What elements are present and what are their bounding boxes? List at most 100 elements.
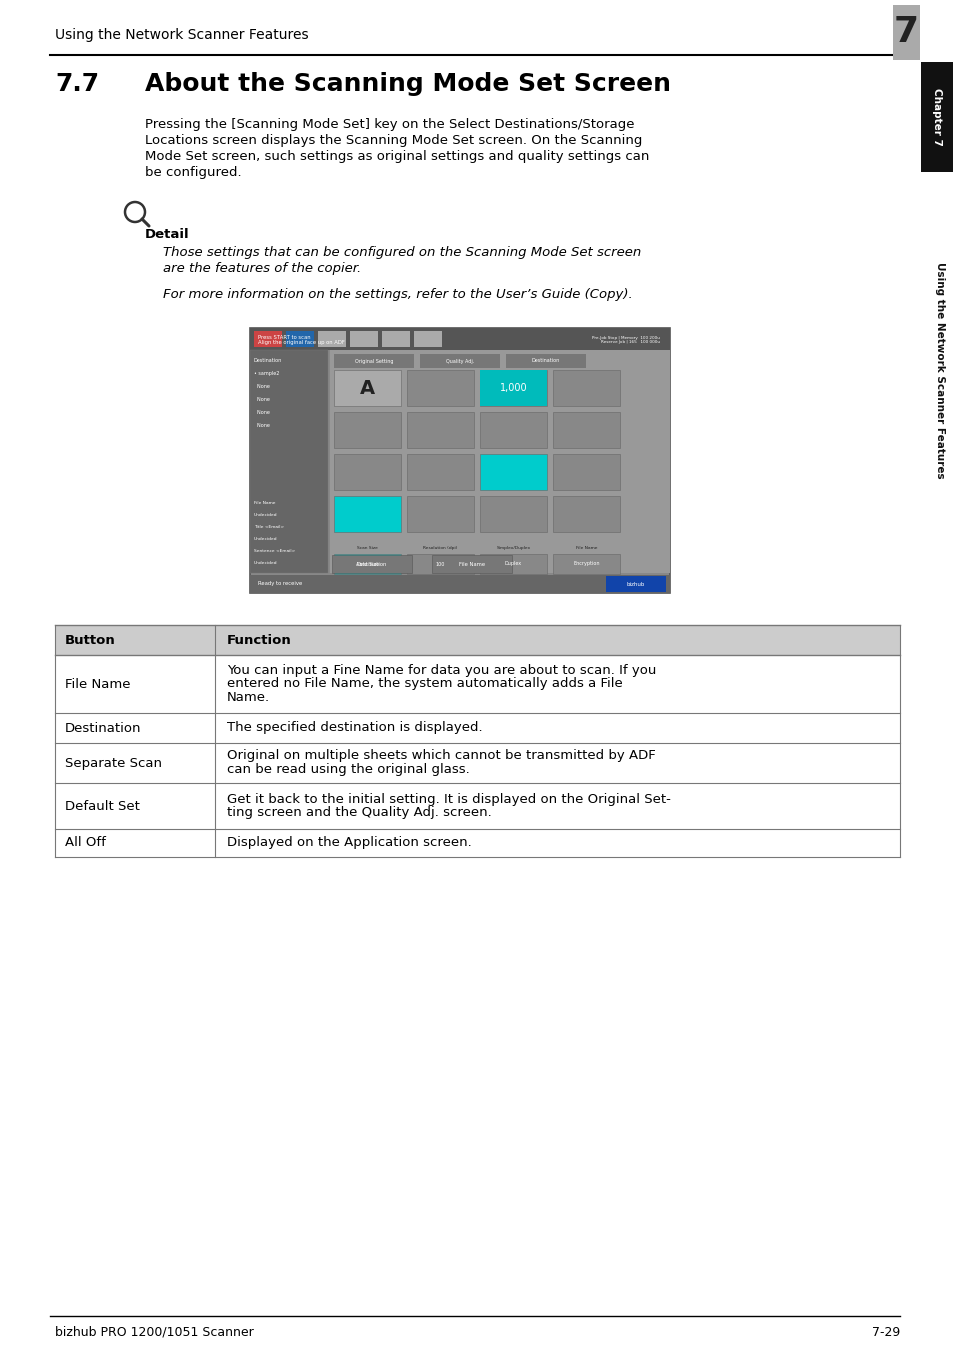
- Text: 100: 100: [436, 561, 445, 566]
- Text: Destination: Destination: [356, 561, 387, 566]
- Bar: [286, 331, 314, 347]
- Bar: [55, 654, 899, 713]
- Text: None: None: [253, 410, 270, 415]
- Bar: [479, 370, 546, 406]
- Bar: [350, 331, 377, 347]
- Bar: [55, 783, 899, 829]
- Text: bizhub PRO 1200/1051 Scanner: bizhub PRO 1200/1051 Scanner: [55, 1325, 253, 1338]
- Text: Sentence <Email>: Sentence <Email>: [253, 549, 294, 553]
- Text: Pressing the [Scanning Mode Set] key on the Select Destinations/Storage: Pressing the [Scanning Mode Set] key on …: [145, 118, 634, 131]
- Text: 7-29: 7-29: [871, 1325, 899, 1338]
- Text: Original on multiple sheets which cannot be transmitted by ADF: Original on multiple sheets which cannot…: [227, 749, 655, 763]
- Text: Mode Set screen, such settings as original settings and quality settings can: Mode Set screen, such settings as origin…: [145, 150, 649, 164]
- Bar: [553, 370, 619, 406]
- Bar: [419, 354, 499, 368]
- Bar: [892, 5, 919, 59]
- Text: Locations screen displays the Scanning Mode Set screen. On the Scanning: Locations screen displays the Scanning M…: [145, 134, 641, 147]
- Text: File Name: File Name: [65, 677, 131, 691]
- Text: be configured.: be configured.: [145, 166, 241, 178]
- Text: Separate Scan: Separate Scan: [65, 757, 162, 769]
- Text: Encryption: Encryption: [573, 561, 599, 566]
- Text: Duplex: Duplex: [504, 561, 521, 566]
- Text: Displayed on the Application screen.: Displayed on the Application screen.: [227, 837, 471, 849]
- Bar: [55, 713, 899, 744]
- Bar: [55, 829, 899, 857]
- Bar: [553, 554, 619, 575]
- Text: None: None: [253, 384, 270, 389]
- Text: Using the Network Scanner Features: Using the Network Scanner Features: [934, 262, 944, 479]
- Bar: [334, 454, 400, 489]
- Text: Detail: Detail: [145, 228, 190, 241]
- Bar: [381, 331, 410, 347]
- Text: Press START to scan
Align the original face up on ADF: Press START to scan Align the original f…: [257, 334, 345, 345]
- Bar: [334, 496, 400, 531]
- Text: are the features of the copier.: are the features of the copier.: [163, 262, 361, 274]
- Text: Name.: Name.: [227, 691, 270, 704]
- Text: Function: Function: [227, 634, 292, 646]
- Text: Destination: Destination: [253, 358, 282, 362]
- Bar: [250, 329, 669, 594]
- Text: Undecided: Undecided: [253, 537, 277, 541]
- Text: About the Scanning Mode Set Screen: About the Scanning Mode Set Screen: [145, 72, 670, 96]
- Text: Undecided: Undecided: [253, 512, 277, 516]
- Text: Original Setting: Original Setting: [355, 358, 393, 364]
- Text: Resolution (dpi): Resolution (dpi): [423, 546, 457, 550]
- Bar: [920, 62, 953, 172]
- Text: ting screen and the Quality Adj. screen.: ting screen and the Quality Adj. screen.: [227, 806, 491, 819]
- Bar: [479, 496, 546, 531]
- Bar: [250, 350, 328, 573]
- Text: For more information on the settings, refer to the User’s Guide (Copy).: For more information on the settings, re…: [163, 288, 632, 301]
- Bar: [334, 412, 400, 448]
- Bar: [55, 744, 899, 783]
- Text: 7.7: 7.7: [55, 72, 99, 96]
- Text: File Name: File Name: [253, 502, 275, 506]
- Text: Pre-Job Stop | Memory  100 200u
Reserve Job | 165   100 000u: Pre-Job Stop | Memory 100 200u Reserve J…: [592, 335, 659, 345]
- Text: Destination: Destination: [532, 358, 559, 364]
- Bar: [253, 331, 282, 347]
- Text: bizhub: bizhub: [626, 581, 644, 587]
- Bar: [334, 554, 400, 575]
- Text: entered no File Name, the system automatically adds a File: entered no File Name, the system automat…: [227, 677, 622, 691]
- Bar: [55, 625, 899, 654]
- Bar: [407, 496, 474, 531]
- Text: Auto Size: Auto Size: [355, 561, 378, 566]
- Bar: [553, 454, 619, 489]
- Text: Destination: Destination: [65, 722, 141, 734]
- Text: Default Set: Default Set: [65, 799, 140, 813]
- Bar: [334, 370, 400, 406]
- Bar: [553, 412, 619, 448]
- Bar: [505, 354, 585, 368]
- Text: Undecided: Undecided: [253, 561, 277, 565]
- Bar: [432, 556, 512, 573]
- Text: None: None: [253, 423, 270, 429]
- Bar: [414, 331, 441, 347]
- Bar: [605, 576, 665, 592]
- Bar: [317, 331, 346, 347]
- Bar: [334, 354, 414, 368]
- Text: Chapter 7: Chapter 7: [931, 88, 942, 146]
- Bar: [407, 554, 474, 575]
- Bar: [479, 370, 546, 406]
- Bar: [479, 412, 546, 448]
- Text: Scan Size: Scan Size: [356, 546, 377, 550]
- Text: Using the Network Scanner Features: Using the Network Scanner Features: [55, 28, 309, 42]
- Text: Button: Button: [65, 634, 115, 646]
- Text: • sample2: • sample2: [253, 370, 279, 376]
- Bar: [553, 496, 619, 531]
- Bar: [330, 350, 669, 573]
- Text: All Off: All Off: [65, 837, 106, 849]
- Text: Get it back to the initial setting. It is displayed on the Original Set-: Get it back to the initial setting. It i…: [227, 792, 670, 806]
- Bar: [250, 575, 669, 594]
- Bar: [479, 554, 546, 575]
- Text: Quality Adj.: Quality Adj.: [445, 358, 474, 364]
- Bar: [332, 556, 412, 573]
- Text: The specified destination is displayed.: The specified destination is displayed.: [227, 721, 482, 734]
- Bar: [407, 412, 474, 448]
- Bar: [250, 329, 669, 350]
- Text: File Name: File Name: [458, 561, 484, 566]
- Text: Simplex/Duplex: Simplex/Duplex: [496, 546, 530, 550]
- Bar: [479, 454, 546, 489]
- Text: Ready to receive: Ready to receive: [257, 581, 302, 587]
- Text: File Name: File Name: [576, 546, 597, 550]
- Text: 1,000: 1,000: [499, 383, 527, 393]
